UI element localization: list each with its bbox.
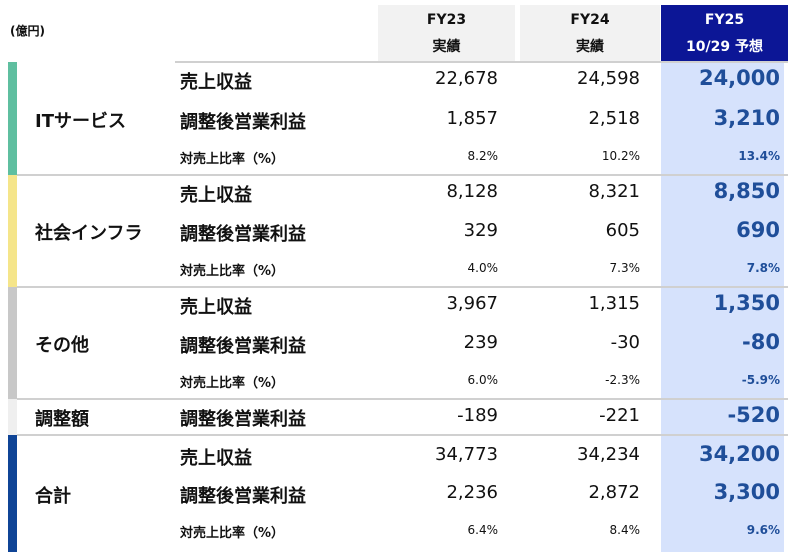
cell-value: -80 <box>742 330 780 354</box>
section-label: 調整額 <box>35 409 89 430</box>
cell-value: -520 <box>727 403 780 427</box>
section-color-bar <box>8 399 17 435</box>
section-label: 社会インフラ <box>35 223 143 244</box>
cell-value: -221 <box>599 405 640 426</box>
unit-label: (億円) <box>10 24 45 38</box>
row-label: 売上収益 <box>180 297 252 318</box>
cell-value: 8,321 <box>588 181 640 202</box>
cell-value: -189 <box>457 405 498 426</box>
row-label: 対売上比率（%） <box>180 376 285 391</box>
cell-value: 3,967 <box>446 293 498 314</box>
row-label: 対売上比率（%） <box>180 264 285 279</box>
section-label: 合計 <box>35 485 71 507</box>
header-year: FY25 <box>704 12 745 28</box>
cell-value: 13.4% <box>738 149 780 163</box>
cell-value: 6.4% <box>467 523 499 537</box>
cell-value: 24,000 <box>698 66 780 90</box>
row-label: 対売上比率（%） <box>180 526 285 541</box>
cell-value: 8.2% <box>467 149 499 163</box>
cell-value: 7.8% <box>746 261 780 275</box>
section-label: ITサービス <box>35 110 126 132</box>
row-label: 調整後営業利益 <box>180 409 306 430</box>
section-color-bar <box>8 435 17 552</box>
header-year: FY23 <box>426 12 467 28</box>
row-separator <box>17 174 788 176</box>
section-label: その他 <box>35 335 89 356</box>
cell-value: 34,773 <box>435 444 498 465</box>
cell-value: 10.2% <box>601 149 640 163</box>
cell-value: 239 <box>463 332 498 353</box>
row-label: 調整後営業利益 <box>180 336 306 357</box>
cell-value: 3,300 <box>713 480 780 504</box>
row-label: 調整後営業利益 <box>180 224 306 245</box>
header-fy23: FY23 実績 <box>378 5 515 62</box>
cell-value: -30 <box>610 332 640 353</box>
row-label: 売上収益 <box>180 185 252 206</box>
row-separator <box>17 434 788 436</box>
cell-value: 605 <box>605 220 640 241</box>
cell-value: 1,315 <box>588 293 640 314</box>
cell-value: 22,678 <box>435 68 498 89</box>
row-separator <box>17 286 788 288</box>
header-type: 10/29 予想 <box>686 39 763 55</box>
cell-value: 4.0% <box>467 261 499 275</box>
cell-value: 34,234 <box>577 444 640 465</box>
cell-value: 1,350 <box>713 291 780 315</box>
row-label: 対売上比率（%） <box>180 152 285 167</box>
header-year: FY24 <box>570 12 610 28</box>
cell-value: 2,236 <box>446 482 498 503</box>
cell-value: 3,210 <box>713 106 780 130</box>
section-color-bar <box>8 62 17 175</box>
cell-value: 6.0% <box>467 373 499 387</box>
cell-value: 2,518 <box>588 108 640 129</box>
cell-value: 34,200 <box>698 442 780 466</box>
header-fy24: FY24 実績 <box>520 5 660 62</box>
header-fy25: FY25 10/29 予想 <box>661 5 788 62</box>
cell-value: 329 <box>463 220 498 241</box>
cell-value: 8,128 <box>446 181 498 202</box>
row-label: 売上収益 <box>180 72 252 93</box>
cell-value: -2.3% <box>605 373 640 387</box>
cell-value: 24,598 <box>577 68 640 89</box>
row-label: 調整後営業利益 <box>180 486 306 507</box>
cell-value: 8.4% <box>609 523 641 537</box>
row-label: 調整後営業利益 <box>180 112 306 133</box>
cell-value: 1,857 <box>446 108 498 129</box>
cell-value: -5.9% <box>741 373 780 387</box>
section-color-bar <box>8 287 17 399</box>
cell-value: 9.6% <box>746 523 780 537</box>
cell-value: 2,872 <box>588 482 640 503</box>
row-separator <box>175 61 788 63</box>
fy25-column-highlight <box>661 62 784 552</box>
cell-value: 7.3% <box>609 261 641 275</box>
row-label: 売上収益 <box>180 448 252 469</box>
cell-value: 690 <box>736 218 780 242</box>
cell-value: 8,850 <box>713 179 780 203</box>
row-separator <box>17 398 788 400</box>
header-type: 実績 <box>576 39 604 55</box>
header-type: 実績 <box>432 39 461 55</box>
section-color-bar <box>8 175 17 287</box>
